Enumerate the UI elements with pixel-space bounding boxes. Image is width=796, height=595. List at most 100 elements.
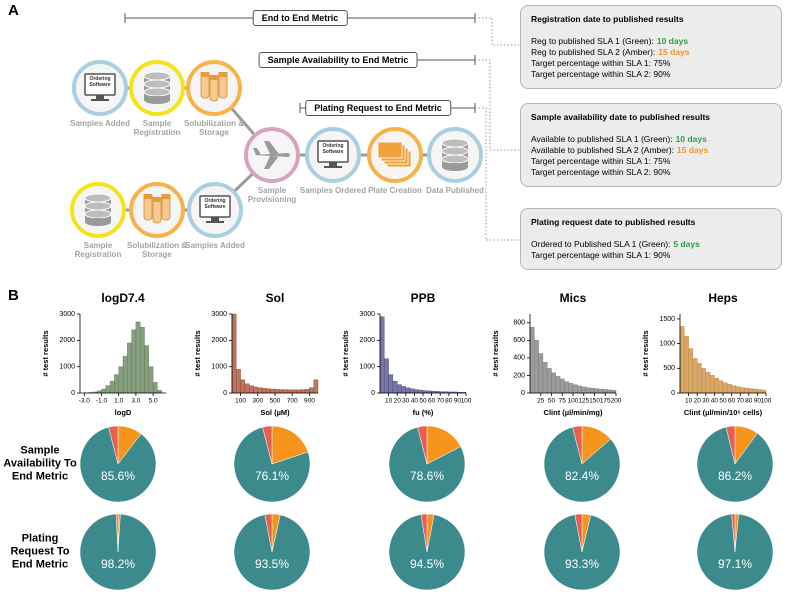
info-box: Sample availability date to published re… [520, 103, 782, 187]
y-tick-label: 1000 [59, 364, 75, 371]
pie-value-label: 85.6% [101, 469, 135, 483]
pie-slice [388, 514, 466, 591]
x-tick-label: 20 [394, 398, 402, 405]
icon-text: Ordering Software [322, 143, 344, 155]
sla-days: 10 days [675, 134, 707, 144]
pie-slice [725, 425, 736, 465]
plate-icon [377, 141, 403, 159]
box-line: Target percentage within SLA 1: 90% [531, 250, 771, 261]
histogram-bar [279, 389, 284, 394]
histogram-bar [127, 342, 132, 394]
box-line: Available to published SLA 2 (Amber): 15 … [531, 145, 771, 156]
histogram-bar [722, 382, 728, 394]
node-label: Solubilization & Storage [127, 241, 187, 259]
histogram-bar [266, 388, 271, 394]
sla-days: 5 days [673, 239, 700, 249]
histogram-bar [313, 379, 319, 394]
y-tick-label: 1000 [359, 364, 375, 371]
x-tick-label: 700 [287, 398, 298, 405]
pie-slice [262, 425, 273, 465]
pie-slice [388, 426, 466, 503]
pie-slice [572, 425, 583, 465]
database-disk [441, 146, 469, 156]
pie-value-label: 94.5% [410, 557, 444, 571]
pie-slice [115, 513, 119, 553]
x-tick-label: 50 [548, 398, 556, 405]
histogram-bar [714, 377, 719, 394]
pie-value-label: 98.2% [101, 557, 135, 571]
dotted-connector [475, 59, 520, 151]
chart-title: Mics [560, 291, 587, 305]
database-disk [84, 201, 112, 211]
histogram-bar [418, 389, 424, 394]
histogram-bar [287, 389, 293, 394]
x-tick-label: 80 [445, 398, 453, 405]
info-box: Registration date to published results Re… [520, 5, 782, 89]
y-tick-label: 2000 [359, 337, 375, 344]
pie-slice [108, 425, 119, 465]
histogram-bar [590, 387, 595, 394]
box-line: Target percentage within SLA 2: 90% [531, 69, 771, 80]
pie-value-label: 93.5% [255, 557, 289, 571]
x-tick-label: 100 [461, 398, 472, 405]
histogram-bar [405, 387, 411, 394]
histogram-bar [388, 374, 394, 394]
database-disk [441, 138, 469, 148]
row-label: Plating Request To End Metric [10, 532, 70, 571]
histogram-bar [748, 388, 754, 394]
x-tick-label: 70 [437, 398, 445, 405]
tube-cap [152, 197, 162, 202]
histogram-bar [564, 381, 569, 394]
y-axis-label: # test results [641, 330, 650, 376]
histogram-bar [607, 389, 612, 394]
y-tick-label: 3000 [59, 311, 75, 318]
histogram-bar [551, 372, 556, 394]
box-line: Target percentage within SLA 2: 90% [531, 167, 771, 178]
histogram-bar [688, 348, 694, 394]
histogram-bar [248, 385, 254, 394]
histogram-bar [253, 386, 259, 394]
x-tick-label: 100 [235, 398, 246, 405]
database-bottom [144, 96, 170, 104]
pie-slice [731, 513, 736, 553]
line-text: Reg to published SLA 2 (Amber): [531, 47, 656, 57]
monitor-stand [329, 162, 337, 166]
histogram-bar [705, 372, 711, 394]
tube-cap [143, 194, 153, 199]
box-line: Reg to published SLA 2 (Amber): 15 days [531, 47, 771, 58]
node-label: Samples Ordered [299, 186, 367, 195]
histogram-bar [731, 385, 737, 394]
x-tick-label: 3.0 [131, 398, 140, 405]
histogram-bar [401, 386, 407, 394]
node-label: Sample Registration [133, 119, 181, 137]
x-tick-label: 40 [711, 398, 719, 405]
histogram-bar [740, 387, 745, 394]
histogram-bar [101, 388, 106, 394]
y-axis-label: # test results [193, 330, 202, 376]
tube-icon [218, 73, 228, 99]
x-tick-label: 30 [702, 398, 710, 405]
database-disk [441, 154, 469, 164]
x-tick-label: -1.0 [96, 398, 108, 405]
histogram-bar [534, 340, 539, 394]
node-label: Plate Creation [368, 186, 422, 195]
x-tick-label: 60 [728, 398, 736, 405]
x-tick-label: 10 [685, 398, 693, 405]
pie-slice [543, 514, 621, 591]
tube-icon [152, 198, 162, 224]
y-axis-label: # test results [341, 330, 350, 376]
x-tick-label: 70 [737, 398, 745, 405]
pie-slice [271, 425, 309, 465]
x-tick-label: 100 [761, 398, 772, 405]
pie-slice [79, 513, 157, 591]
x-tick-label: 25 [537, 398, 545, 405]
pie-slice [426, 425, 462, 465]
tube-icon [161, 195, 171, 221]
chart-title: logD7.4 [101, 291, 145, 305]
line-text: Target percentage within SLA 2: 90% [531, 69, 671, 79]
monitor-base [206, 221, 224, 223]
histogram-bar [555, 376, 561, 394]
x-tick-label: 125 [578, 398, 589, 405]
pie-value-label: 78.6% [410, 469, 444, 483]
metric-label: End to End Metric [252, 10, 348, 26]
